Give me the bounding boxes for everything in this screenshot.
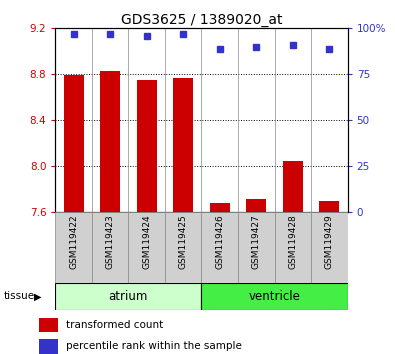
Bar bbox=[128, 212, 165, 283]
Text: GSM119425: GSM119425 bbox=[179, 215, 188, 269]
Bar bbox=[201, 283, 348, 310]
Text: GSM119429: GSM119429 bbox=[325, 215, 334, 269]
Bar bbox=[210, 203, 230, 212]
Title: GDS3625 / 1389020_at: GDS3625 / 1389020_at bbox=[121, 13, 282, 27]
Bar bbox=[64, 75, 84, 212]
Text: GSM119422: GSM119422 bbox=[69, 215, 78, 269]
Text: ▶: ▶ bbox=[34, 291, 41, 302]
Bar bbox=[173, 78, 193, 212]
Bar bbox=[275, 212, 311, 283]
Bar bbox=[39, 318, 58, 332]
Text: transformed count: transformed count bbox=[66, 320, 164, 330]
Text: GSM119428: GSM119428 bbox=[288, 215, 297, 269]
Text: GSM119423: GSM119423 bbox=[105, 215, 115, 269]
Text: percentile rank within the sample: percentile rank within the sample bbox=[66, 341, 242, 352]
Bar bbox=[55, 283, 201, 310]
Text: GSM119424: GSM119424 bbox=[142, 215, 151, 269]
Bar bbox=[55, 212, 92, 283]
Text: GSM119426: GSM119426 bbox=[215, 215, 224, 269]
Bar bbox=[92, 212, 128, 283]
Bar bbox=[283, 161, 303, 212]
Bar bbox=[246, 199, 266, 212]
Text: tissue: tissue bbox=[4, 291, 35, 302]
Text: atrium: atrium bbox=[109, 290, 148, 303]
Bar bbox=[311, 212, 348, 283]
Text: GSM119427: GSM119427 bbox=[252, 215, 261, 269]
Text: ventricle: ventricle bbox=[248, 290, 301, 303]
Bar bbox=[165, 212, 201, 283]
Bar bbox=[137, 80, 157, 212]
Bar bbox=[201, 212, 238, 283]
Bar bbox=[100, 71, 120, 212]
Bar bbox=[39, 339, 58, 354]
Bar bbox=[319, 201, 339, 212]
Bar bbox=[238, 212, 275, 283]
